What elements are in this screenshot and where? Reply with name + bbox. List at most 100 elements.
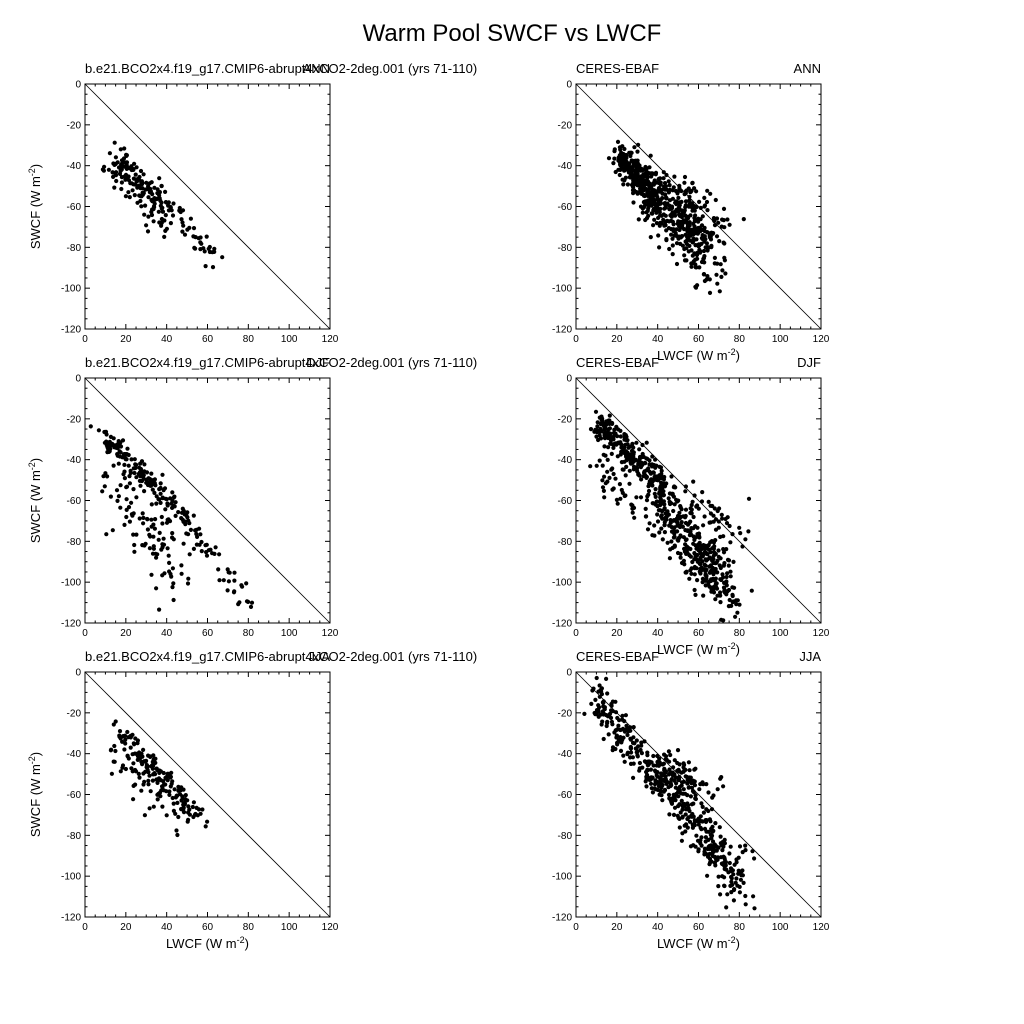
- data-point: [124, 507, 129, 512]
- x-tick-label: 80: [243, 922, 255, 933]
- data-point: [653, 457, 658, 462]
- data-point: [648, 153, 653, 158]
- data-point: [688, 775, 693, 780]
- data-point: [685, 528, 690, 533]
- data-point: [651, 208, 656, 213]
- data-point: [658, 503, 663, 508]
- data-point: [702, 514, 707, 519]
- data-point: [658, 778, 664, 783]
- data-point: [711, 519, 716, 524]
- panel-case-label: b.e21.BCO2x4.f19_g17.CMIP6-abrupt4xCO2-2…: [85, 649, 477, 664]
- data-point: [217, 552, 222, 557]
- data-point: [166, 208, 171, 213]
- data-point: [741, 880, 746, 886]
- data-point: [646, 182, 651, 187]
- data-point: [212, 246, 217, 251]
- data-point: [640, 175, 645, 180]
- data-point: [694, 189, 699, 194]
- data-point: [621, 182, 626, 187]
- data-point: [123, 766, 128, 772]
- data-point: [699, 801, 704, 806]
- data-point: [703, 573, 708, 578]
- data-point: [633, 746, 638, 751]
- data-point: [182, 801, 187, 806]
- data-point: [187, 521, 192, 526]
- data-point: [624, 464, 629, 469]
- data-point: [732, 862, 737, 867]
- data-point: [654, 192, 659, 197]
- data-point: [630, 441, 635, 446]
- data-point: [653, 170, 659, 175]
- data-point: [693, 218, 698, 223]
- data-point: [142, 212, 147, 217]
- data-point: [717, 239, 722, 244]
- data-point: [164, 789, 169, 794]
- data-point: [675, 191, 680, 196]
- data-point: [704, 782, 709, 787]
- data-point: [622, 168, 627, 173]
- data-point: [708, 550, 713, 555]
- data-point: [637, 768, 642, 773]
- y-tick-label: 0: [75, 374, 81, 385]
- data-point: [682, 549, 688, 554]
- data-point: [662, 181, 668, 186]
- data-point: [678, 810, 683, 815]
- data-point: [707, 564, 712, 569]
- data-point: [721, 534, 726, 539]
- data-point: [684, 570, 689, 575]
- data-point: [746, 496, 752, 501]
- data-point: [630, 510, 635, 515]
- data-point: [618, 167, 623, 172]
- data-point: [648, 767, 654, 772]
- data-point: [686, 760, 692, 765]
- data-point: [660, 537, 665, 542]
- data-point: [619, 150, 624, 155]
- data-point: [702, 203, 708, 208]
- data-point: [606, 156, 612, 161]
- data-point: [650, 790, 656, 795]
- data-point: [679, 520, 684, 525]
- data-point: [609, 467, 614, 472]
- data-point: [160, 573, 165, 578]
- data-point: [111, 722, 116, 727]
- data-point: [630, 503, 635, 508]
- data-point: [157, 497, 162, 502]
- data-point: [681, 779, 686, 784]
- data-point: [718, 600, 723, 605]
- data-point: [190, 804, 195, 810]
- data-point: [711, 828, 716, 834]
- data-point: [101, 474, 106, 479]
- y-tick-label: -100: [552, 872, 572, 883]
- data-point: [141, 515, 146, 521]
- data-point: [725, 571, 730, 576]
- data-point: [594, 675, 599, 681]
- data-point: [725, 217, 730, 222]
- data-point: [158, 491, 163, 496]
- data-point: [166, 553, 171, 558]
- data-point: [643, 203, 648, 208]
- data-point: [669, 232, 674, 237]
- data-point: [692, 779, 697, 784]
- data-point: [691, 541, 696, 546]
- data-point: [616, 158, 621, 163]
- data-point: [696, 531, 702, 536]
- data-point: [631, 164, 636, 169]
- data-point: [668, 213, 673, 218]
- panel-case-label: CERES-EBAF: [576, 61, 659, 76]
- data-point: [154, 586, 159, 591]
- x-axis-label: LWCF (W m-2): [657, 641, 740, 657]
- data-point: [644, 440, 649, 445]
- data-point: [107, 441, 112, 446]
- data-point: [670, 188, 675, 193]
- data-point: [654, 477, 659, 482]
- data-point: [688, 531, 693, 536]
- data-point: [654, 499, 659, 504]
- data-point: [672, 772, 677, 777]
- x-tick-label: 80: [734, 922, 746, 933]
- data-point: [248, 604, 254, 610]
- data-point: [115, 498, 120, 503]
- data-point: [656, 208, 661, 213]
- data-point: [163, 200, 168, 205]
- data-point: [111, 174, 116, 179]
